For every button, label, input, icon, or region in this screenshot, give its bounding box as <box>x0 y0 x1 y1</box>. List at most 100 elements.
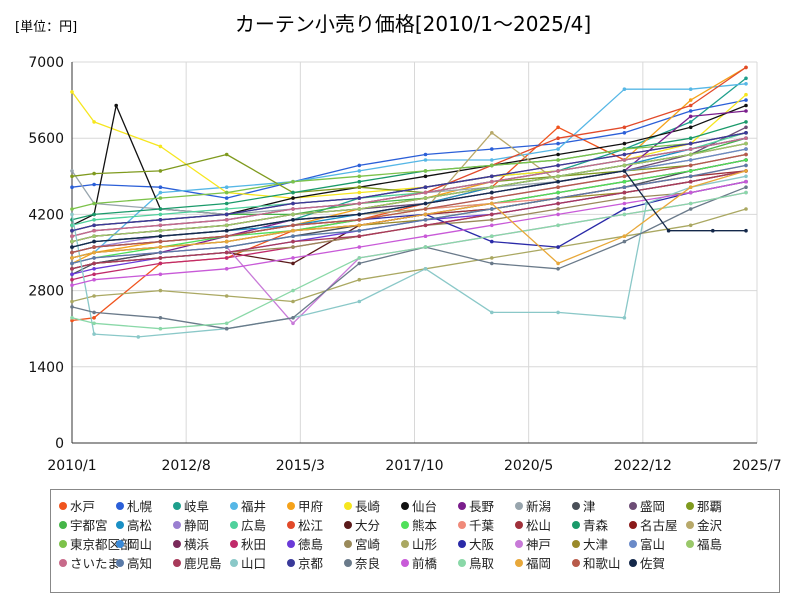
legend-item: 京都 <box>287 553 344 572</box>
data-point <box>70 250 74 255</box>
legend-item: 大分 <box>344 515 401 534</box>
data-point <box>158 207 163 211</box>
y-tick-label: 7000 <box>28 55 64 71</box>
legend-label: 松山 <box>526 518 552 533</box>
legend-item: 千葉 <box>458 515 515 534</box>
data-point <box>556 179 560 184</box>
data-point <box>490 239 494 244</box>
data-point <box>70 174 74 179</box>
chart-canvas: [単位：円] カーテン小売り価格[2010/1～2025/4] 0 1400 280… <box>15 12 782 474</box>
data-point <box>688 109 693 113</box>
data-point <box>357 234 362 238</box>
data-point <box>744 98 748 102</box>
legend-item: 山形 <box>401 534 458 553</box>
data-point <box>92 234 96 238</box>
data-point <box>291 201 295 206</box>
data-point <box>224 185 229 189</box>
legend-swatch <box>116 558 124 567</box>
legend-item: 那覇 <box>686 496 743 515</box>
series-line-38 <box>71 170 747 270</box>
data-point <box>556 196 560 200</box>
data-point <box>688 158 693 162</box>
data-point <box>688 103 693 108</box>
data-point <box>92 171 96 176</box>
data-point <box>224 207 229 211</box>
data-point <box>158 326 163 331</box>
legend-swatch <box>629 558 637 567</box>
legend-swatch <box>629 501 637 510</box>
legend-item: 大津 <box>572 534 629 553</box>
data-point <box>357 223 362 228</box>
legend-swatch <box>59 520 67 529</box>
data-point <box>556 185 560 189</box>
data-point <box>622 185 627 189</box>
data-point <box>70 261 74 266</box>
legend-label: 富山 <box>640 537 666 552</box>
series-line-43 <box>71 191 747 330</box>
legend-label: 津 <box>583 499 596 514</box>
data-point <box>291 228 295 233</box>
data-point <box>744 103 748 108</box>
data-point <box>158 196 163 200</box>
legend-label: 宮崎 <box>355 537 381 552</box>
legend-label: 前橋 <box>412 556 438 571</box>
x-tick-label: 2025/7 <box>732 458 781 474</box>
series-line-21 <box>71 121 747 221</box>
data-point <box>357 185 362 189</box>
data-point <box>92 250 96 255</box>
data-point <box>158 272 163 277</box>
data-point <box>224 196 229 200</box>
legend-swatch <box>344 501 352 510</box>
data-point <box>114 103 118 108</box>
data-point <box>357 299 362 304</box>
data-point <box>622 207 627 211</box>
legend-item: 津 <box>572 496 629 515</box>
data-point <box>158 234 163 238</box>
data-point <box>556 125 560 130</box>
data-point <box>556 212 560 217</box>
data-point <box>688 87 693 91</box>
legend-item: 高松 <box>116 515 173 534</box>
legend-swatch <box>629 520 637 529</box>
x-tick-label: 2010/1 <box>47 458 96 474</box>
data-point <box>357 207 362 211</box>
data-point <box>70 223 74 228</box>
y-tick-label: 2800 <box>28 284 64 300</box>
legend-item: 神戸 <box>515 534 572 553</box>
data-point <box>490 174 494 179</box>
legend-label: 松江 <box>298 518 324 533</box>
data-point <box>622 147 627 151</box>
data-point <box>556 136 560 140</box>
data-point <box>490 201 494 206</box>
data-point <box>744 190 748 195</box>
data-point <box>622 152 627 157</box>
data-point <box>291 196 295 200</box>
data-point <box>688 120 693 124</box>
data-point <box>92 316 96 320</box>
data-point <box>70 316 74 320</box>
grid-lines <box>71 61 758 444</box>
legend-item: さいたま <box>59 553 120 572</box>
legend-item: 前橋 <box>401 553 458 572</box>
legend-item: 福島 <box>686 534 743 553</box>
legend-label: 青森 <box>583 518 609 533</box>
legend-label: 高知 <box>127 556 153 571</box>
x-axis-ticks: 2010/1 2012/8 2015/3 2017/10 2020/5 2022/12 20… <box>47 458 781 474</box>
legend-label: 熊本 <box>412 518 438 533</box>
data-point <box>70 245 74 249</box>
legend-label: 那覇 <box>697 499 723 514</box>
data-point <box>291 245 295 249</box>
data-point <box>622 234 627 238</box>
y-tick-label: 0 <box>55 436 64 452</box>
legend-label: 長野 <box>469 499 495 514</box>
data-point <box>688 201 693 206</box>
legend-swatch <box>401 501 409 510</box>
legend-swatch <box>458 520 466 529</box>
data-point <box>622 179 627 184</box>
data-point <box>556 169 560 173</box>
data-point <box>291 234 295 238</box>
legend-swatch <box>572 520 580 529</box>
data-point <box>744 92 748 97</box>
legend-swatch <box>686 501 694 510</box>
legend-label: 神戸 <box>526 537 552 552</box>
